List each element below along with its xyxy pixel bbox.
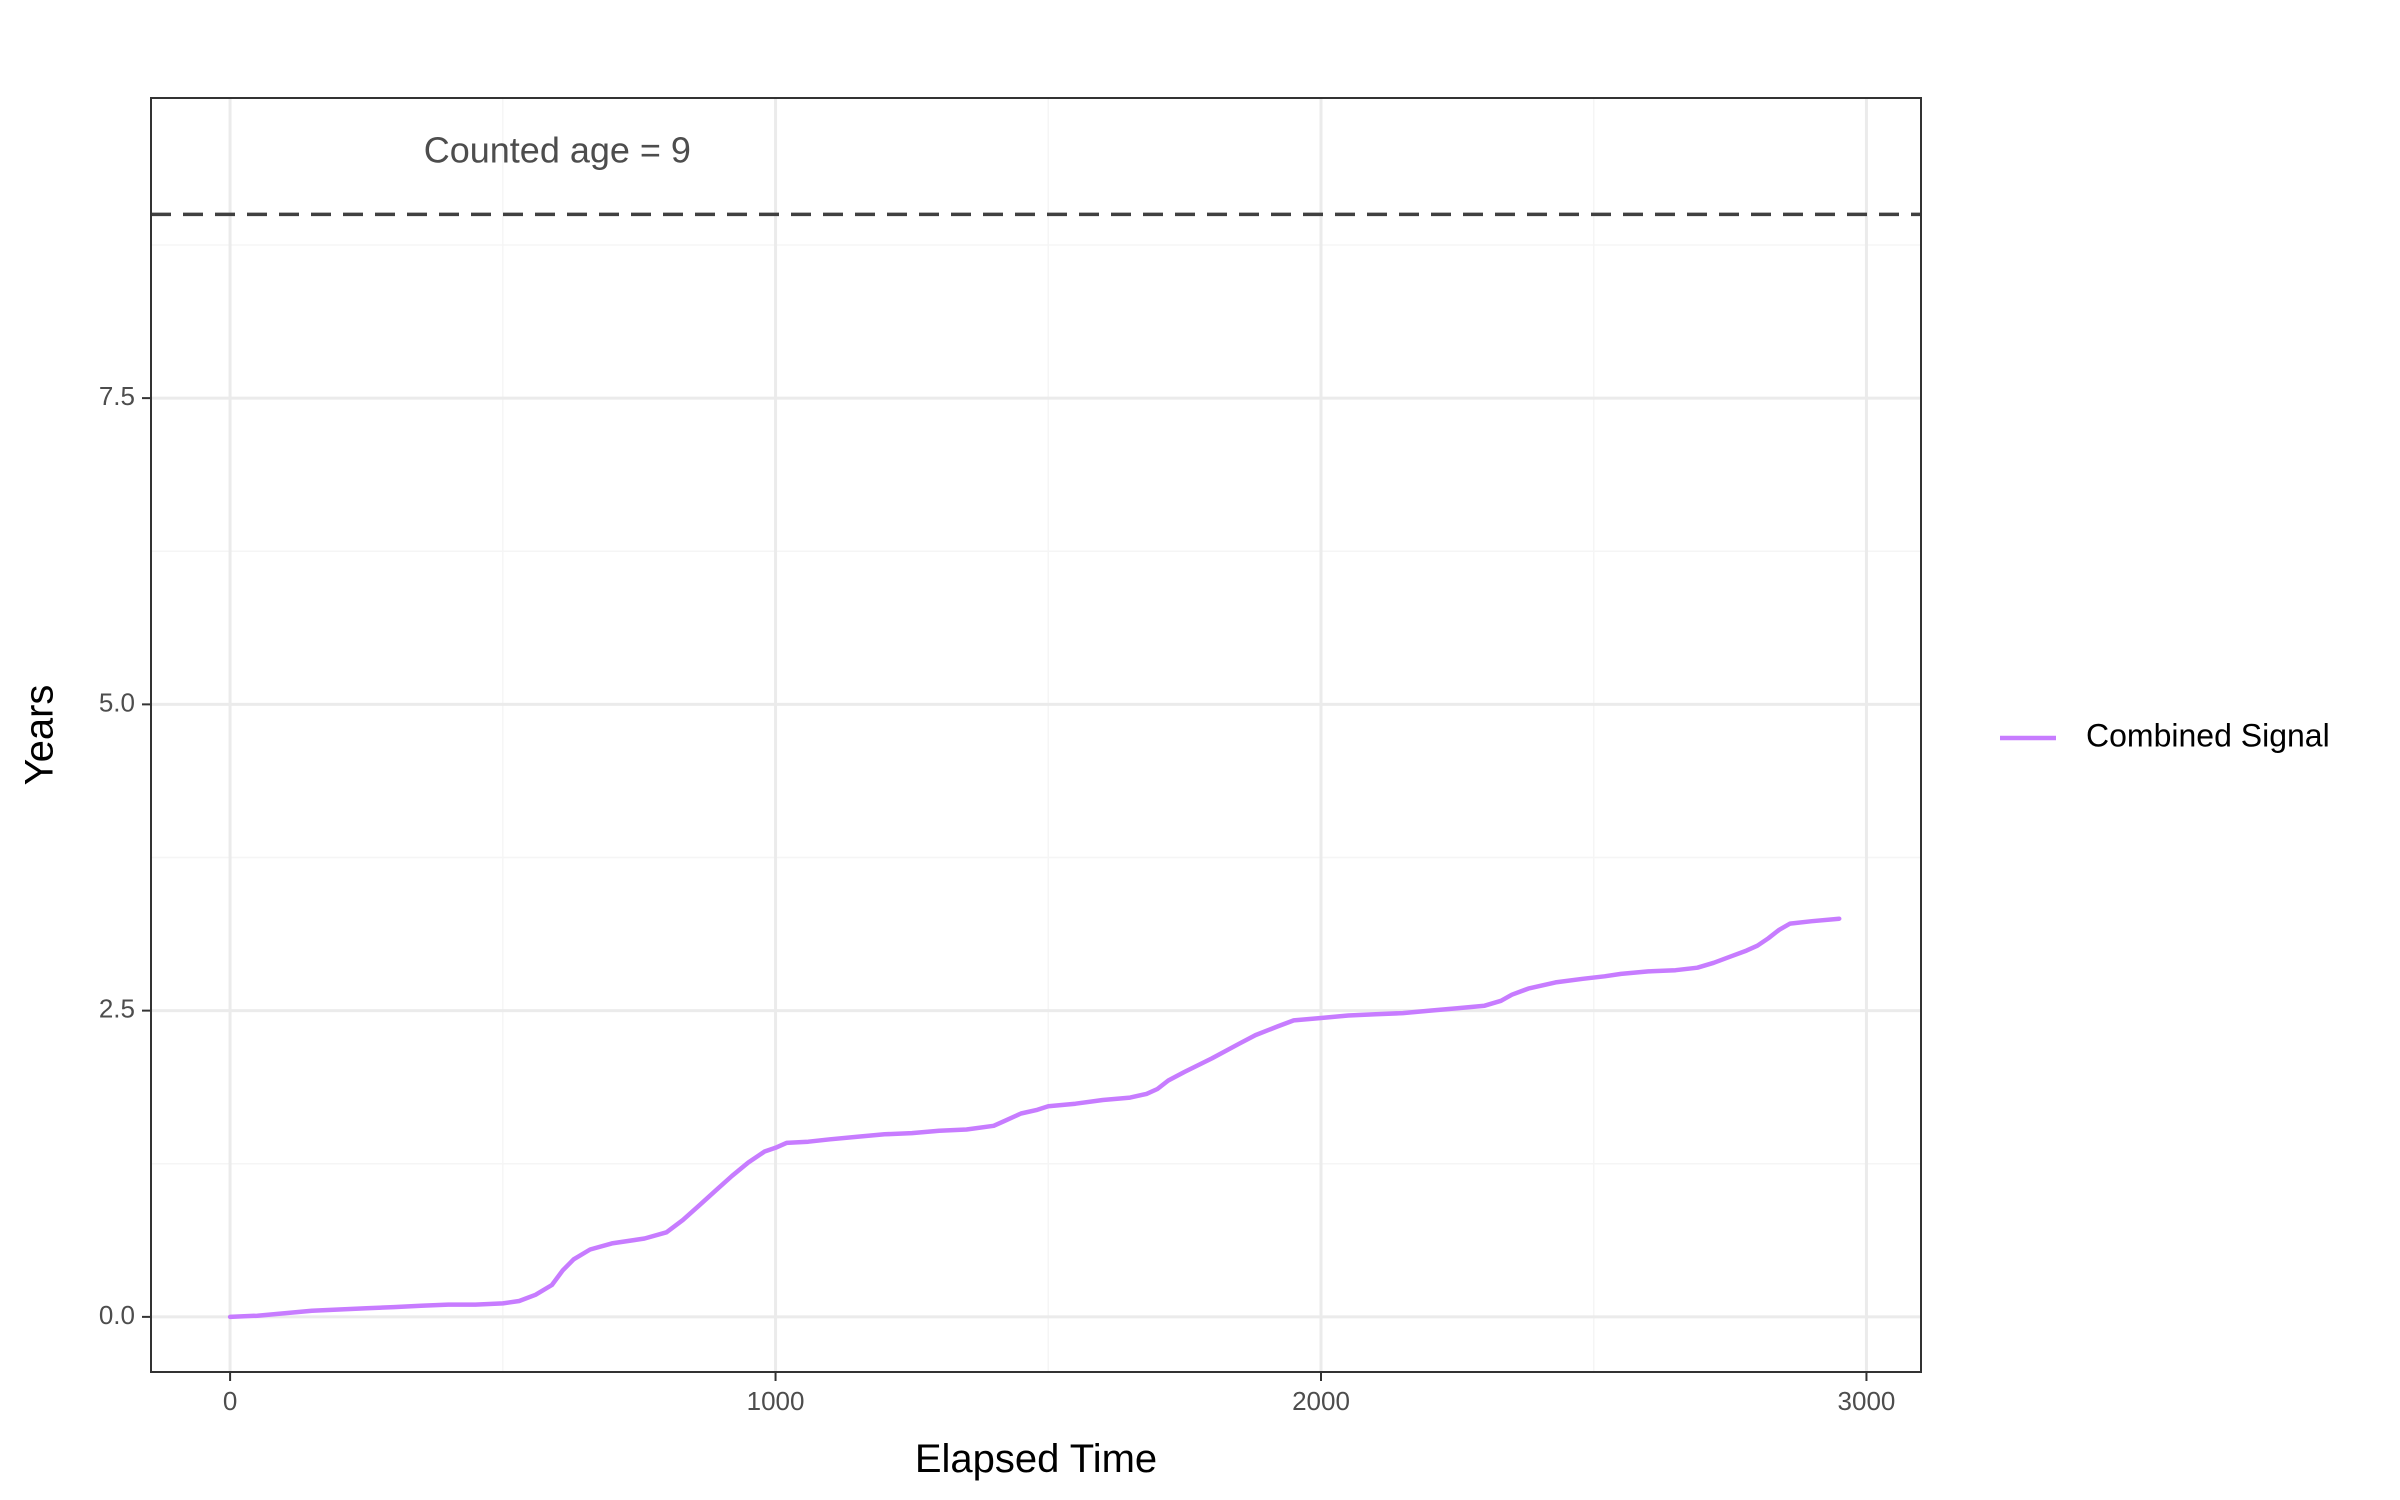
counted-age-annotation: Counted age = 9 (424, 130, 691, 171)
series-line-combined-signal (227, 916, 1842, 1320)
y-tick-label: 7.5 (99, 381, 135, 411)
x-tick-label: 3000 (1838, 1386, 1896, 1416)
x-tick-label: 2000 (1292, 1386, 1350, 1416)
y-axis-ticks: 0.0 2.5 5.0 7.5 (99, 381, 151, 1330)
major-gridlines (151, 98, 1921, 1372)
y-tick-label: 0.0 (99, 1300, 135, 1330)
y-tick-label: 5.0 (99, 687, 135, 717)
x-axis-title: Elapsed Time (915, 1437, 1157, 1481)
legend: Combined Signal (2000, 717, 2330, 753)
x-tick-label: 1000 (747, 1386, 805, 1416)
legend-label-combined-signal: Combined Signal (2086, 717, 2330, 753)
minor-gridlines (151, 98, 1921, 1372)
y-axis-title: Years (18, 685, 62, 786)
x-axis-ticks: 0 1000 2000 3000 (223, 1372, 1896, 1416)
x-tick-label: 0 (223, 1386, 237, 1416)
y-tick-label: 2.5 (99, 994, 135, 1024)
panel-border (150, 97, 1922, 1373)
